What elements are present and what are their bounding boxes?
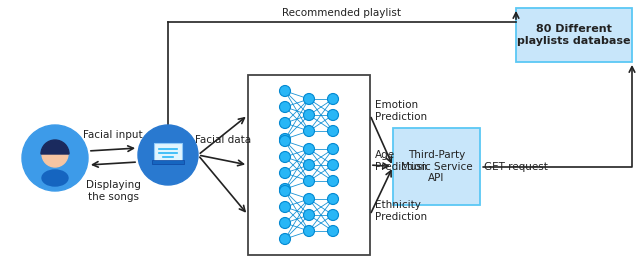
Circle shape: [42, 141, 68, 167]
Circle shape: [280, 102, 291, 112]
Text: GET request: GET request: [484, 162, 548, 172]
Circle shape: [328, 225, 339, 237]
Circle shape: [280, 134, 291, 144]
Circle shape: [328, 144, 339, 154]
Text: Displaying
the songs: Displaying the songs: [86, 180, 140, 202]
Circle shape: [303, 193, 314, 205]
Text: Age
Prediction: Age Prediction: [375, 150, 427, 172]
Text: Recommended playlist: Recommended playlist: [282, 8, 401, 18]
Text: Third-Party
Music Service
API: Third-Party Music Service API: [401, 150, 472, 183]
Circle shape: [303, 160, 314, 170]
Circle shape: [303, 144, 314, 154]
Text: Emotion
Prediction: Emotion Prediction: [375, 100, 427, 122]
Circle shape: [328, 176, 339, 186]
Circle shape: [280, 202, 291, 212]
Circle shape: [328, 125, 339, 137]
Circle shape: [280, 186, 291, 196]
Text: Facial input: Facial input: [83, 130, 143, 140]
Circle shape: [138, 125, 198, 185]
Text: Facial data: Facial data: [195, 135, 251, 145]
Circle shape: [22, 125, 88, 191]
Circle shape: [303, 125, 314, 137]
Circle shape: [280, 183, 291, 195]
Circle shape: [280, 85, 291, 96]
Circle shape: [303, 225, 314, 237]
Circle shape: [303, 176, 314, 186]
Circle shape: [280, 218, 291, 228]
Circle shape: [328, 93, 339, 105]
Circle shape: [328, 193, 339, 205]
Circle shape: [280, 136, 291, 147]
Circle shape: [303, 109, 314, 121]
FancyBboxPatch shape: [393, 128, 480, 205]
Circle shape: [280, 234, 291, 244]
FancyBboxPatch shape: [248, 75, 370, 255]
Circle shape: [280, 151, 291, 163]
Circle shape: [328, 160, 339, 170]
Ellipse shape: [42, 170, 68, 186]
Circle shape: [303, 93, 314, 105]
Wedge shape: [41, 140, 69, 154]
Circle shape: [280, 167, 291, 179]
Circle shape: [280, 118, 291, 128]
Circle shape: [328, 209, 339, 221]
FancyBboxPatch shape: [154, 143, 182, 161]
Text: 80 Different
playlists database: 80 Different playlists database: [517, 24, 631, 46]
Circle shape: [303, 209, 314, 221]
Circle shape: [328, 109, 339, 121]
FancyBboxPatch shape: [516, 8, 632, 62]
Text: Ethnicity
Prediction: Ethnicity Prediction: [375, 200, 427, 222]
FancyBboxPatch shape: [152, 160, 184, 164]
